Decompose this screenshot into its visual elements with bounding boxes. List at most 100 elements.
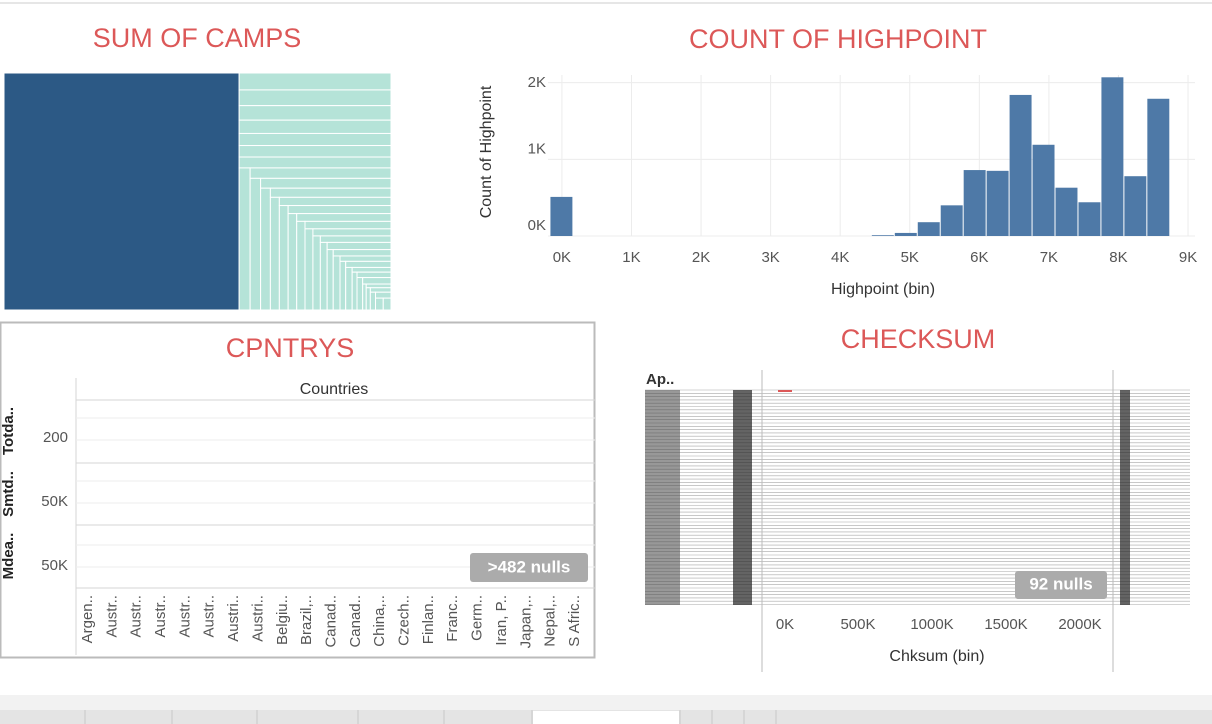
category-label: S Afric..	[566, 595, 583, 647]
treemap-cell	[304, 220, 392, 230]
category-label: Brazil,..	[298, 595, 315, 645]
category-label: Austr..	[103, 595, 120, 638]
treemap-cell	[312, 235, 321, 311]
treemap-cell	[312, 228, 392, 237]
x-tick-label: 1000K	[910, 616, 953, 633]
histogram-title: COUNT OF HIGHPOINT	[689, 24, 987, 54]
treemap-cell	[351, 266, 392, 273]
treemap-cell	[3, 72, 240, 311]
bar	[1032, 144, 1055, 236]
treemap-cell	[249, 167, 392, 179]
x-tick-label: 0K	[553, 249, 571, 266]
treemap-cell	[375, 297, 384, 311]
null-indicator[interactable]: 92 nulls	[1029, 574, 1092, 593]
x-tick-label: 500K	[840, 616, 875, 633]
treemap-cell	[356, 271, 392, 279]
bar	[1101, 77, 1124, 236]
tab-separators	[84, 710, 777, 724]
cpntrys-title: CPNTRYS	[226, 333, 355, 363]
active-tab[interactable]	[533, 711, 679, 724]
category-label: Franc..	[444, 595, 461, 642]
category-label: Czech..	[396, 595, 413, 646]
treemap-cell	[296, 213, 392, 222]
x-tick-label: 8K	[1109, 249, 1127, 266]
treemap-cell	[238, 72, 392, 91]
highlight-mark	[778, 390, 792, 392]
treemap-cell	[362, 283, 367, 311]
category-label: Canad..	[347, 595, 364, 648]
checksum-title: CHECKSUM	[841, 324, 996, 354]
x-tick-label: 4K	[831, 249, 849, 266]
treemap-cell	[238, 105, 392, 121]
bar	[917, 222, 940, 236]
treemap-cell	[365, 287, 371, 311]
null-indicator[interactable]: >482 nulls	[488, 557, 571, 576]
y-tick-label: 0K	[528, 217, 546, 234]
category-label: Austr..	[152, 595, 169, 638]
y-tick-label: 50K	[41, 493, 68, 510]
x-tick-label: 0K	[776, 616, 794, 633]
treemap-cell	[287, 205, 392, 215]
category-label: Finlan..	[420, 595, 437, 644]
treemap-cell	[260, 187, 271, 311]
row-labels-dense	[645, 390, 680, 605]
bar	[871, 235, 894, 236]
treemap-title: SUM OF CAMPS	[93, 23, 302, 53]
treemap-cell	[345, 266, 353, 311]
category-label: Argen..	[79, 595, 96, 643]
bar	[963, 170, 986, 236]
treemap-cell	[339, 260, 347, 311]
treemap-cell	[260, 177, 392, 189]
bar	[940, 205, 963, 236]
treemap-cell	[369, 287, 392, 293]
footer	[0, 695, 1212, 710]
treemap-cell	[278, 205, 289, 311]
panel-border	[0, 321, 596, 659]
category-label: Austr..	[201, 595, 218, 638]
category-label: Austr..	[176, 595, 193, 638]
cpntrys-grid	[75, 378, 595, 655]
treemap-cell	[304, 228, 314, 311]
category-label: Germ..	[469, 595, 486, 641]
treemap-cell	[369, 291, 377, 311]
category-label: Austri..	[225, 595, 242, 642]
treemap-cell	[238, 119, 392, 134]
checksum-dividers	[761, 370, 1114, 672]
treemap-cell	[332, 249, 392, 257]
category-label: Iran, P..	[493, 595, 510, 646]
x-axis-title: Highpoint (bin)	[831, 281, 935, 298]
x-tick-label: 1500K	[984, 616, 1027, 633]
treemap-cell	[382, 297, 392, 311]
category-label: Austr..	[128, 595, 145, 638]
category-label: China,..	[371, 595, 388, 647]
category-label: Canad..	[322, 595, 339, 648]
row-label: Smtd..	[0, 471, 17, 517]
null-badge	[1015, 571, 1107, 599]
treemap-cell	[296, 220, 306, 311]
treemap-cell	[345, 260, 392, 268]
x-tick-label: 1K	[622, 249, 640, 266]
x-tick-label: 2000K	[1058, 616, 1101, 633]
treemap-cell	[326, 241, 392, 251]
treemap-cell	[238, 145, 392, 158]
x-tick-label: 3K	[761, 249, 779, 266]
y-axis-title: Count of Highpoint	[478, 85, 495, 218]
y-tick-label: 50K	[41, 557, 68, 574]
treemap-cell	[238, 132, 392, 147]
bar	[1147, 98, 1170, 237]
category-label: Austri..	[249, 595, 266, 642]
checksum-rows	[645, 389, 1190, 605]
treemap-cell	[238, 89, 392, 107]
treemap-cell	[362, 277, 392, 285]
treemap-cell	[326, 249, 334, 311]
y-tick-label: 200	[43, 429, 68, 446]
column-header: Countries	[300, 381, 368, 398]
category-label: Nepal,..	[542, 595, 559, 647]
null-badge	[470, 553, 588, 582]
bar	[1055, 187, 1078, 236]
x-tick-label: 7K	[1040, 249, 1058, 266]
x-tick-label: 5K	[901, 249, 919, 266]
bar	[1124, 176, 1147, 236]
treemap-cell	[238, 156, 392, 169]
